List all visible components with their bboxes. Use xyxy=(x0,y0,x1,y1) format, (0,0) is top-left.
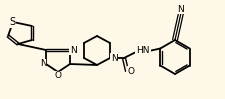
Text: O: O xyxy=(128,67,135,76)
Text: N: N xyxy=(111,53,117,62)
Text: O: O xyxy=(54,71,61,80)
Text: N: N xyxy=(40,59,46,69)
Text: S: S xyxy=(9,17,15,27)
Text: N: N xyxy=(70,46,76,55)
Text: HN: HN xyxy=(136,46,150,55)
Text: N: N xyxy=(178,4,184,13)
